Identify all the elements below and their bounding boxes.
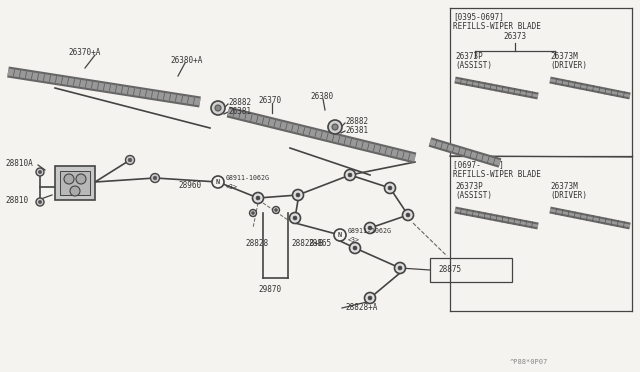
Circle shape (368, 226, 372, 230)
Circle shape (289, 212, 301, 224)
Text: 26373: 26373 (504, 32, 527, 41)
Text: 28875: 28875 (438, 266, 461, 275)
Text: REFILLS-WIPER BLADE: REFILLS-WIPER BLADE (453, 22, 541, 31)
Circle shape (64, 174, 74, 184)
Circle shape (296, 193, 300, 197)
Text: (DRIVER): (DRIVER) (550, 190, 587, 199)
Circle shape (365, 222, 376, 234)
Circle shape (332, 124, 338, 130)
Text: [0697-    ]: [0697- ] (453, 160, 504, 170)
Circle shape (394, 263, 406, 273)
Circle shape (328, 120, 342, 134)
Text: <3>: <3> (348, 237, 360, 243)
Text: 28960: 28960 (178, 180, 201, 189)
Circle shape (334, 229, 346, 241)
Circle shape (256, 196, 260, 200)
Text: (DRIVER): (DRIVER) (550, 61, 587, 70)
Text: N: N (216, 179, 220, 185)
Text: 28810: 28810 (5, 196, 28, 205)
Text: 26370: 26370 (258, 96, 281, 105)
Circle shape (406, 213, 410, 217)
Circle shape (150, 173, 159, 183)
Circle shape (403, 209, 413, 221)
Circle shape (368, 296, 372, 300)
Text: 26373M: 26373M (550, 182, 578, 190)
Text: 28828: 28828 (245, 238, 268, 247)
Circle shape (292, 189, 303, 201)
Text: 28882: 28882 (345, 116, 368, 125)
Text: 28865: 28865 (308, 238, 331, 247)
Circle shape (125, 155, 134, 164)
Text: 26380: 26380 (310, 92, 333, 100)
Circle shape (385, 183, 396, 193)
Text: 26373P: 26373P (455, 182, 483, 190)
Circle shape (211, 101, 225, 115)
Text: REFILLS-WIPER BLADE: REFILLS-WIPER BLADE (453, 170, 541, 179)
Circle shape (348, 173, 352, 177)
Circle shape (365, 292, 376, 304)
Circle shape (275, 209, 277, 211)
Circle shape (388, 186, 392, 190)
Circle shape (353, 246, 357, 250)
Circle shape (215, 105, 221, 111)
Text: 28828+A: 28828+A (345, 304, 378, 312)
Circle shape (344, 170, 355, 180)
Circle shape (38, 201, 42, 203)
Text: 28810A: 28810A (5, 158, 33, 167)
Circle shape (128, 158, 132, 162)
Circle shape (153, 176, 157, 180)
Circle shape (212, 176, 224, 188)
Circle shape (398, 266, 402, 270)
Circle shape (70, 186, 80, 196)
Circle shape (250, 209, 257, 217)
Text: ^P88*0P07: ^P88*0P07 (510, 359, 548, 365)
Text: 26381: 26381 (345, 125, 368, 135)
Bar (60, 171, 90, 195)
Bar (430, 258, 512, 282)
Circle shape (253, 192, 264, 203)
Text: 08911-1062G: 08911-1062G (226, 175, 270, 181)
Circle shape (293, 216, 297, 220)
Text: 26381: 26381 (228, 106, 251, 115)
Text: 29870: 29870 (258, 285, 281, 295)
Circle shape (36, 198, 44, 206)
Text: 26370+A: 26370+A (68, 48, 100, 57)
Text: 28828+B: 28828+B (291, 238, 323, 247)
Circle shape (252, 212, 255, 214)
Circle shape (38, 170, 42, 174)
Text: (ASSIST): (ASSIST) (455, 190, 492, 199)
Text: 26373P: 26373P (455, 51, 483, 61)
Text: [0395-0697]: [0395-0697] (453, 13, 504, 22)
Bar (55, 166, 95, 200)
Text: <3>: <3> (226, 184, 238, 190)
Circle shape (36, 168, 44, 176)
Text: 08911-1062G: 08911-1062G (348, 228, 392, 234)
Circle shape (76, 174, 86, 184)
Circle shape (349, 243, 360, 253)
Text: N: N (338, 232, 342, 238)
Text: 28882: 28882 (228, 97, 251, 106)
Text: 26373M: 26373M (550, 51, 578, 61)
Text: 26380+A: 26380+A (170, 55, 202, 64)
Text: (ASSIST): (ASSIST) (455, 61, 492, 70)
Circle shape (273, 206, 280, 214)
